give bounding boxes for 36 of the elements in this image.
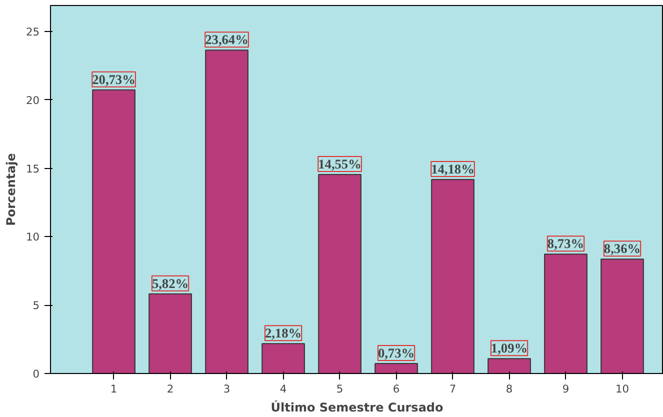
- bar: [431, 179, 474, 374]
- y-tick-label: 5: [32, 299, 40, 312]
- x-tick-label: 3: [223, 382, 230, 396]
- x-tick-label: 5: [336, 382, 344, 396]
- data-label: 5,82%: [152, 276, 189, 291]
- y-tick-label: 0: [32, 368, 40, 380]
- y-tick-label: 15: [26, 162, 40, 176]
- x-tick-label: 10: [615, 382, 630, 396]
- data-label: 0,73%: [378, 346, 415, 361]
- data-label: 14,18%: [431, 162, 474, 177]
- bar: [600, 258, 644, 374]
- data-label: 2,18%: [264, 326, 302, 341]
- bar: [544, 254, 588, 374]
- x-tick-label: 4: [280, 382, 287, 396]
- x-tick-label: 6: [392, 382, 400, 396]
- bar: [262, 343, 305, 374]
- y-axis-title: Porcentaje: [4, 153, 18, 226]
- data-label: 1,09%: [490, 340, 528, 356]
- y-tick-label: 25: [26, 25, 40, 38]
- data-label: 20,73%: [92, 72, 136, 87]
- x-tick-label: 9: [562, 382, 570, 396]
- data-label: 14,55%: [318, 156, 362, 172]
- x-tick-label: 1: [110, 382, 118, 396]
- y-tick-label: 10: [26, 230, 40, 244]
- bar: [205, 50, 248, 374]
- x-axis-title: Último Semestre Cursado: [270, 400, 444, 414]
- x-tick-label: 8: [506, 382, 513, 396]
- bar: [148, 293, 192, 374]
- bar: [92, 89, 136, 374]
- x-tick-label: 7: [449, 382, 456, 396]
- y-tick-label: 20: [26, 94, 40, 107]
- data-label: 23,64%: [205, 32, 248, 48]
- bar: [374, 363, 418, 374]
- bar: [318, 174, 362, 374]
- bar: [488, 358, 531, 374]
- x-tick-label: 2: [166, 382, 174, 396]
